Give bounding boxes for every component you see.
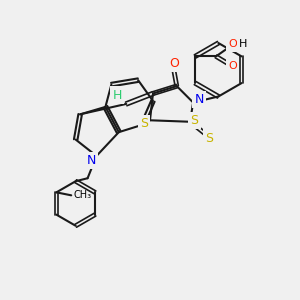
Text: O: O (228, 40, 237, 50)
Text: H: H (239, 40, 248, 50)
Text: S: S (140, 117, 148, 130)
Text: O: O (169, 57, 179, 70)
Text: S: S (190, 114, 199, 127)
Text: O: O (228, 61, 237, 71)
Text: CH₃: CH₃ (74, 190, 92, 200)
Text: H: H (112, 88, 122, 101)
Text: N: N (86, 154, 96, 167)
Text: N: N (194, 93, 204, 106)
Text: S: S (206, 132, 213, 145)
